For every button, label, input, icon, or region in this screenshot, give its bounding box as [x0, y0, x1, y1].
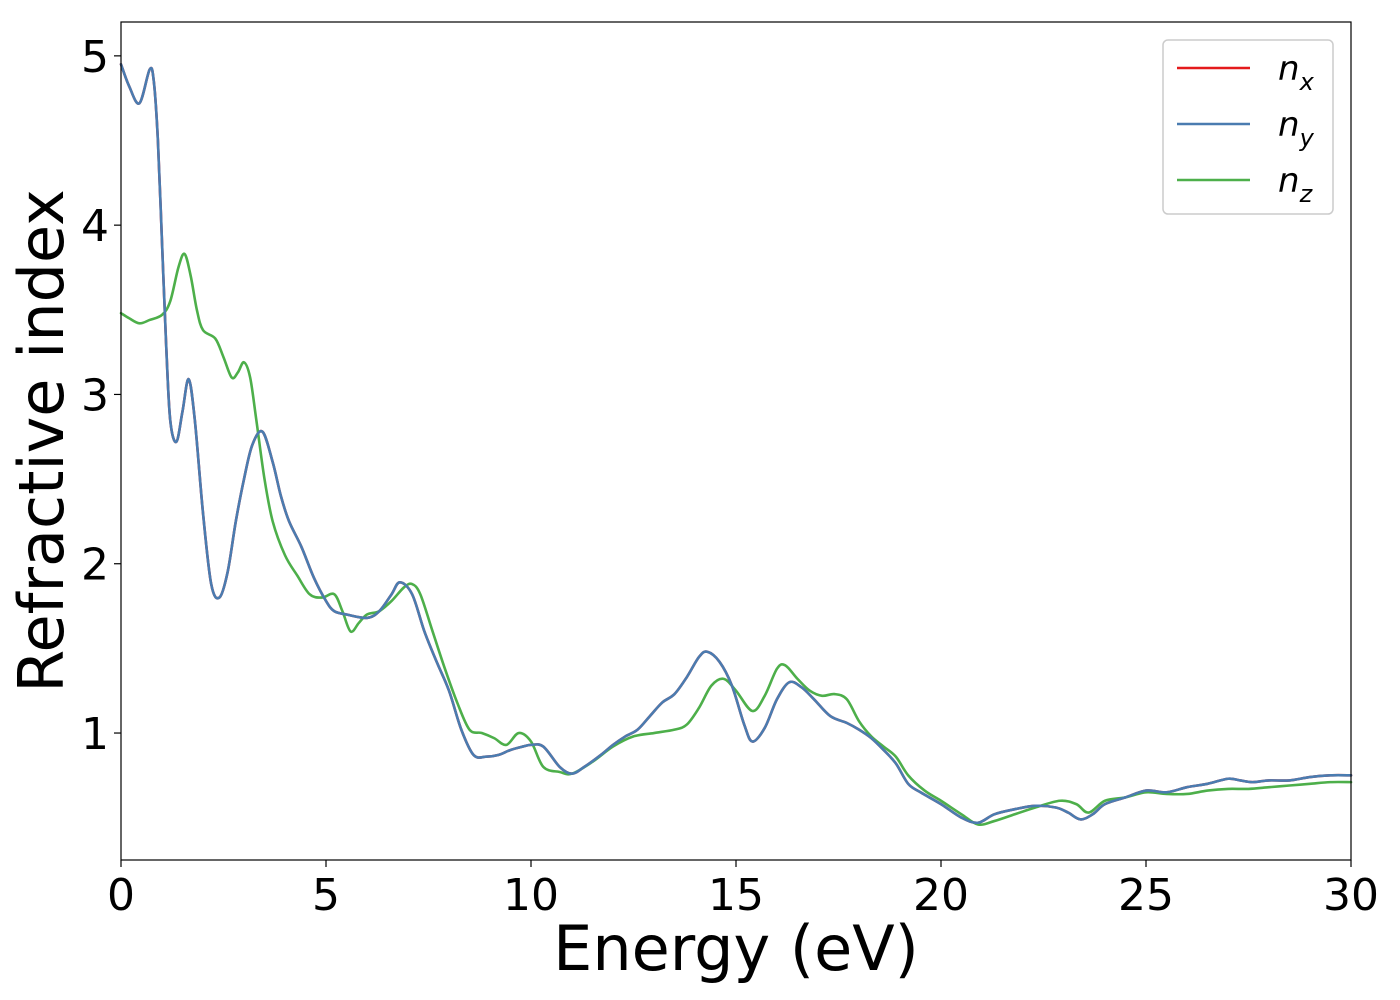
legend-box — [1162, 39, 1334, 215]
y-axis-title: Refractive index — [5, 189, 78, 693]
legend-label-x: nx — [1278, 49, 1315, 96]
y-tick-label: 5 — [81, 32, 109, 83]
x-tick-label: 10 — [503, 870, 559, 921]
series-line-y — [119, 63, 1353, 825]
plot-background — [121, 22, 1351, 860]
x-tick-label: 15 — [708, 870, 764, 921]
x-tick-label: 0 — [107, 870, 135, 921]
y-tick-label: 3 — [81, 370, 109, 421]
x-tick-label: 5 — [312, 870, 340, 921]
x-tick-label: 25 — [1118, 870, 1174, 921]
y-tick-label: 4 — [81, 201, 109, 252]
x-tick-label: 30 — [1323, 870, 1379, 921]
y-tick-label: 1 — [81, 709, 109, 760]
legend-label-y: ny — [1278, 105, 1315, 152]
y-tick-label: 2 — [81, 540, 109, 591]
legend-label-z: nz — [1278, 161, 1314, 208]
x-axis-title: Energy (eV) — [553, 912, 919, 985]
legend: nx ny nz — [1162, 39, 1334, 215]
tick-layer: 0 5 10 15 20 25 30 1 2 3 4 5 — [81, 32, 1379, 921]
plot-frame — [120, 21, 1352, 861]
x-tick-label: 20 — [913, 870, 969, 921]
series-layer — [119, 63, 1353, 826]
